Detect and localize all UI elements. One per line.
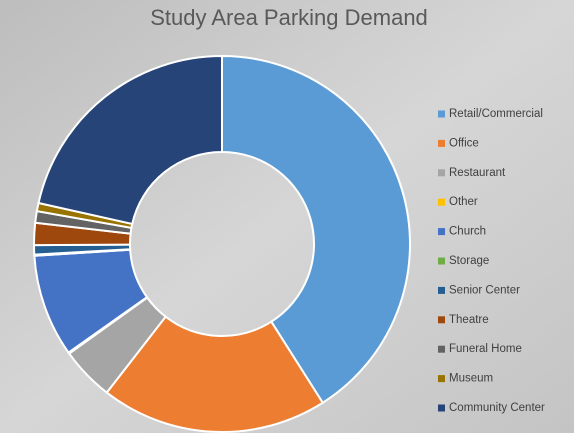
donut-segment	[221, 54, 411, 405]
legend-swatch	[438, 375, 445, 383]
legend-swatch	[438, 139, 445, 147]
legend-label: Office	[449, 137, 479, 149]
legend-swatch	[438, 228, 445, 236]
legend-label: Theatre	[449, 314, 489, 326]
legend-swatch	[438, 286, 445, 294]
legend-label: Storage	[449, 255, 489, 267]
donut-segment	[37, 54, 223, 226]
legend-swatch	[438, 110, 445, 118]
legend-swatch	[438, 404, 445, 412]
legend-swatch	[438, 345, 445, 353]
donut-segment	[105, 315, 325, 433]
legend-label: Senior Center	[449, 284, 520, 296]
legend-label: Museum	[449, 373, 493, 385]
legend-label: Community Center	[449, 402, 545, 414]
legend-swatch	[438, 257, 445, 265]
legend-label: Restaurant	[449, 167, 506, 179]
legend-swatch	[438, 198, 445, 206]
chart-title: Study Area Parking Demand	[150, 5, 428, 30]
legend-label: Retail/Commercial	[449, 108, 543, 120]
legend-swatch	[438, 316, 445, 324]
legend-swatch	[438, 169, 445, 177]
legend-label: Church	[449, 226, 486, 238]
legend-label: Other	[449, 196, 478, 208]
legend-label: Funeral Home	[449, 343, 522, 355]
